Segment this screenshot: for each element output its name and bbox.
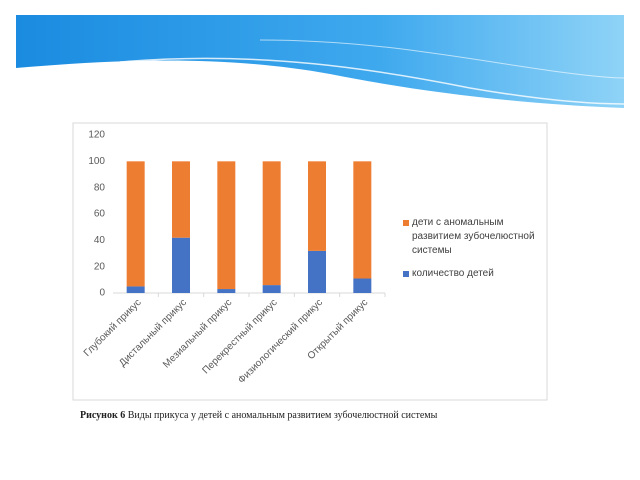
y-tick-label: 80: [94, 182, 106, 193]
legend-label: количество детей: [412, 268, 494, 279]
header-wave: [16, 15, 624, 108]
header-wave-line: [119, 57, 625, 105]
caption-text: Виды прикуса у детей с аномальным развит…: [127, 410, 438, 421]
bar-segment: [262, 285, 281, 293]
bar-segment: [262, 161, 281, 286]
y-tick-label: 40: [94, 235, 106, 246]
legend-label: дети с аномальным развитием зубочелюстно…: [412, 217, 535, 256]
caption-label: Рисунок 6: [80, 410, 126, 421]
bar-segment: [217, 161, 236, 290]
y-tick-label: 0: [99, 288, 105, 299]
bar-segment: [172, 161, 190, 238]
legend-swatch: [403, 220, 409, 226]
bar-segment: [353, 278, 372, 293]
bar-segment: [308, 161, 326, 251]
y-tick-label: 20: [94, 261, 106, 272]
y-tick-label: 60: [94, 209, 106, 220]
legend-swatch: [403, 271, 409, 277]
bar-segment: [172, 237, 190, 293]
bar-segment: [308, 250, 326, 293]
y-tick-label: 120: [88, 130, 105, 141]
bar-segment: [217, 289, 236, 293]
caption: Рисунок 6 Виды прикуса у детей с аномаль…: [80, 410, 437, 421]
bar-segment: [126, 161, 145, 287]
y-tick-label: 100: [88, 156, 105, 167]
bar-segment: [353, 161, 372, 279]
header-wave-line: [259, 39, 625, 79]
bar-segment: [126, 286, 145, 293]
